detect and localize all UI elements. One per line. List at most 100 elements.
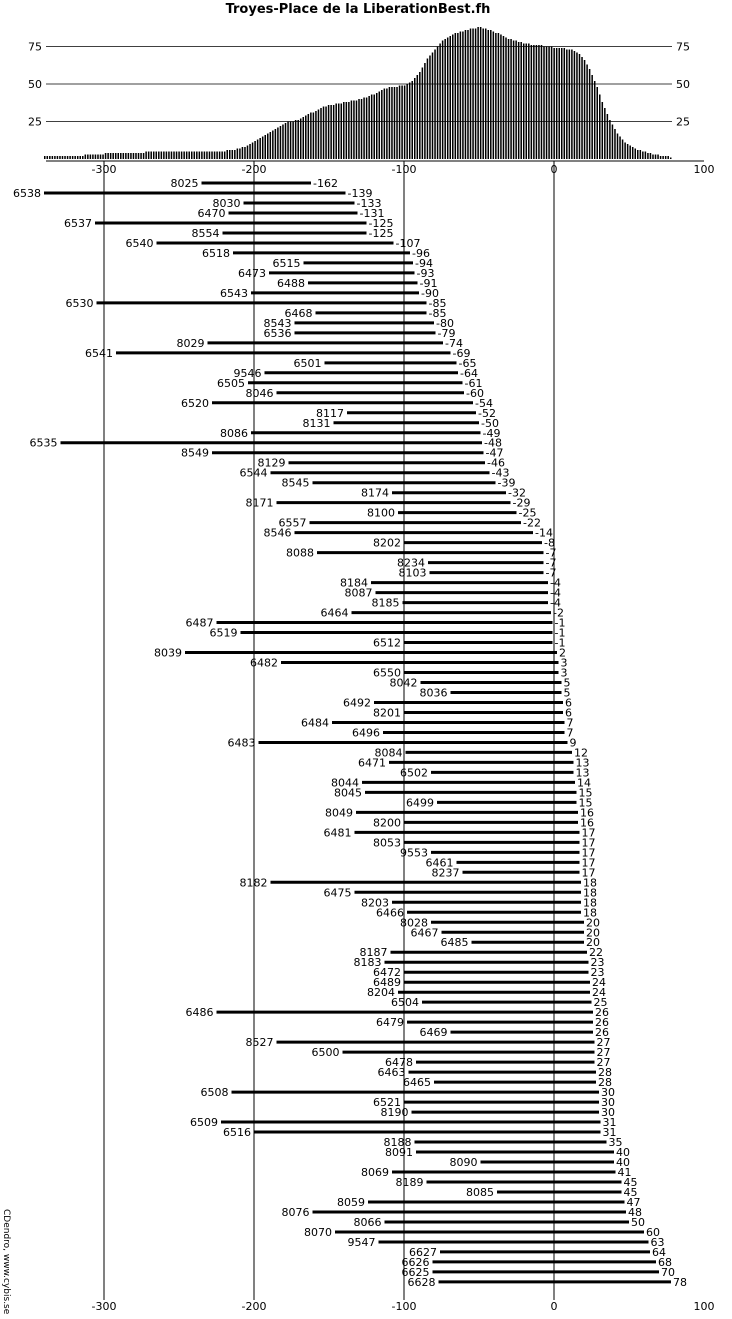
sample-value: 31	[603, 1116, 617, 1129]
sample-value: 45	[624, 1186, 638, 1199]
histogram-bar	[261, 136, 264, 159]
sample-label: 8237	[432, 866, 460, 879]
histogram-bar	[588, 69, 591, 159]
histogram-bar	[160, 151, 163, 159]
histogram-bar	[76, 156, 79, 159]
sample-label: 8053	[373, 836, 401, 849]
sample-label: 6535	[30, 437, 58, 450]
histogram-bar	[459, 31, 462, 159]
histogram-bar	[221, 151, 223, 159]
histogram-bar	[578, 54, 581, 159]
sample-value: -133	[357, 197, 382, 210]
histogram-bar	[272, 130, 274, 159]
sample-label: 8086	[220, 427, 248, 440]
sample-value: 28	[598, 1066, 612, 1079]
sample-value: 26	[595, 1026, 609, 1039]
sample-value: -139	[348, 187, 373, 200]
histogram-bar	[370, 94, 373, 159]
histogram-bar	[170, 151, 173, 159]
sample-value: 5	[564, 686, 571, 699]
histogram-bar	[657, 154, 659, 159]
sample-value: 24	[592, 986, 606, 999]
histogram-bar	[226, 150, 228, 159]
sample-label: 8087	[345, 587, 373, 600]
histogram-bar	[452, 34, 454, 159]
histogram-bar	[74, 156, 76, 159]
histogram-bar	[626, 144, 629, 159]
histogram-bar	[71, 156, 74, 159]
histogram-bar	[327, 105, 330, 159]
histogram-bar	[279, 126, 282, 159]
sample-label: 8084	[375, 746, 403, 759]
sample-value: -46	[487, 457, 505, 470]
histogram-bar	[69, 156, 71, 159]
sample-label: 6478	[385, 1056, 413, 1069]
sample-value: -7	[546, 557, 557, 570]
histogram-bar	[555, 48, 558, 159]
sample-label: 6544	[240, 467, 268, 480]
sample-label: 8046	[246, 387, 274, 400]
histogram-bar	[434, 49, 436, 159]
sample-label: 8070	[304, 1226, 332, 1239]
sample-label: 8090	[450, 1156, 478, 1169]
sample-value: -52	[478, 407, 496, 420]
sample-label: 6502	[400, 766, 428, 779]
sample-label: 6484	[301, 716, 329, 729]
histogram-bar	[145, 151, 147, 159]
sample-label: 8190	[381, 1106, 409, 1119]
histogram-bar	[208, 151, 211, 159]
histogram-bar	[54, 156, 56, 159]
histogram-bar	[84, 154, 87, 159]
histogram-bar	[520, 42, 522, 159]
histogram-bar	[254, 141, 256, 159]
x-axis-bottom-tick-label: -100	[392, 1300, 417, 1313]
histogram-bar	[583, 60, 586, 159]
sample-value: 50	[631, 1216, 645, 1229]
sample-label: 8204	[367, 986, 395, 999]
sample-value: -4	[550, 587, 561, 600]
sample-label: 8030	[213, 197, 241, 210]
histogram-bar	[383, 88, 386, 159]
sample-value: 12	[574, 746, 588, 759]
sample-value: 23	[591, 956, 605, 969]
histogram-bar	[408, 82, 411, 159]
sample-value: 64	[652, 1246, 666, 1259]
histogram-bar	[310, 112, 312, 159]
histogram-bar	[94, 154, 97, 159]
histogram-bar	[223, 151, 226, 159]
sample-label: 8044	[331, 776, 359, 789]
sample-label: 8234	[397, 557, 425, 570]
sample-value: 3	[561, 667, 568, 680]
sample-label: 8028	[400, 916, 428, 929]
sample-value: -60	[466, 387, 484, 400]
histogram-bar	[406, 84, 408, 159]
sample-label: 6625	[402, 1266, 430, 1279]
histogram-bar	[355, 100, 358, 159]
sample-label: 6470	[198, 207, 226, 220]
histogram-bar	[104, 153, 107, 159]
sample-label: 6481	[324, 826, 352, 839]
sample-value: -50	[481, 417, 499, 430]
histogram-bar	[206, 151, 208, 159]
sample-value: 45	[624, 1176, 638, 1189]
sample-value: -125	[369, 227, 394, 240]
histogram-y-tick-left: 25	[28, 116, 42, 129]
histogram-bar	[66, 156, 69, 159]
histogram-bar	[305, 115, 307, 159]
histogram-bar	[264, 135, 266, 159]
histogram-bar	[173, 151, 175, 159]
histogram-bar	[482, 28, 484, 159]
sample-value: 20	[586, 936, 600, 949]
histogram-bar	[517, 42, 520, 159]
histogram-bar	[196, 151, 198, 159]
histogram-y-tick-left: 50	[28, 78, 42, 91]
histogram-bar	[647, 153, 649, 159]
sample-value: 27	[597, 1056, 611, 1069]
sample-value: 20	[586, 926, 600, 939]
histogram-bar	[550, 46, 553, 159]
histogram-bars	[44, 27, 672, 159]
sample-value: 30	[601, 1106, 615, 1119]
sample-value: -131	[360, 207, 385, 220]
histogram-bar	[662, 156, 664, 159]
sample-value: 23	[591, 966, 605, 979]
